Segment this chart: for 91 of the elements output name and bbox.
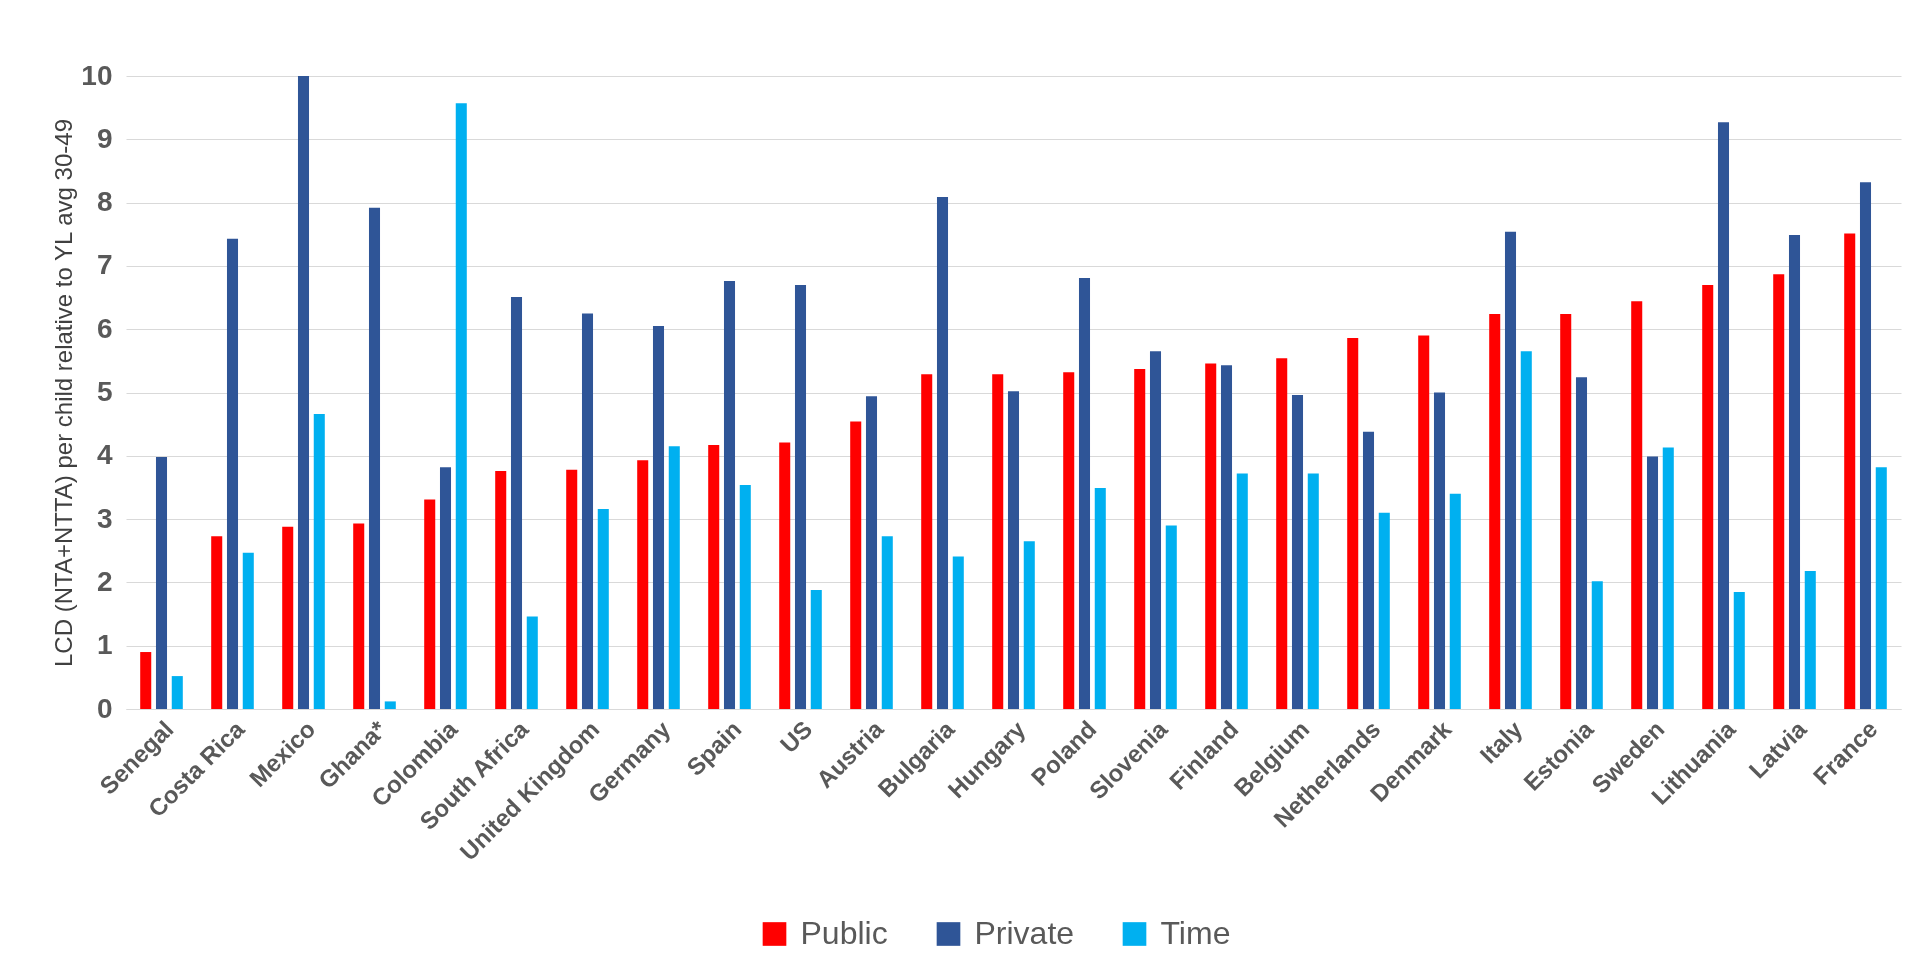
bar bbox=[353, 523, 365, 709]
bar bbox=[424, 499, 436, 709]
bar bbox=[1804, 571, 1816, 709]
bar bbox=[282, 526, 294, 709]
bar bbox=[581, 313, 594, 709]
bar bbox=[723, 281, 736, 709]
y-tick-label: 7 bbox=[96, 249, 113, 281]
bar bbox=[226, 238, 239, 709]
legend-label: Time bbox=[1160, 915, 1231, 951]
y-tick-label: 8 bbox=[96, 186, 113, 218]
bar bbox=[1859, 182, 1872, 709]
bar bbox=[211, 536, 223, 709]
bar bbox=[1733, 591, 1745, 709]
bar bbox=[708, 445, 720, 709]
bar bbox=[1631, 301, 1643, 709]
bar bbox=[1449, 493, 1461, 709]
bar bbox=[779, 442, 791, 709]
bar bbox=[1291, 395, 1304, 709]
bar bbox=[1504, 231, 1517, 709]
bar bbox=[1520, 351, 1532, 709]
bar bbox=[155, 457, 168, 709]
bar bbox=[1023, 541, 1035, 709]
bar bbox=[1418, 335, 1430, 709]
y-tick-label: 4 bbox=[96, 439, 113, 471]
bar bbox=[1662, 447, 1674, 709]
bar bbox=[1165, 525, 1177, 709]
bar bbox=[1702, 284, 1714, 709]
bar bbox=[952, 556, 964, 709]
bar bbox=[439, 467, 452, 709]
bar bbox=[242, 552, 254, 709]
bar bbox=[1646, 456, 1659, 709]
bar bbox=[1362, 431, 1375, 709]
bar bbox=[1489, 314, 1501, 709]
bar bbox=[1575, 377, 1588, 709]
bar bbox=[566, 469, 578, 709]
bar bbox=[1773, 274, 1785, 709]
bar bbox=[140, 652, 152, 709]
bar bbox=[637, 460, 649, 709]
bar bbox=[1007, 391, 1020, 709]
bar bbox=[850, 421, 862, 709]
y-tick-label: 3 bbox=[96, 502, 113, 534]
bar bbox=[526, 616, 538, 709]
y-axis-title: LCD (NTA+NTTA) per child relative to YL avg 30-49 bbox=[50, 119, 78, 667]
bar bbox=[1875, 467, 1887, 709]
x-tick-label: US bbox=[774, 715, 818, 759]
bar bbox=[1236, 473, 1248, 709]
bar bbox=[1149, 351, 1162, 709]
bar bbox=[881, 536, 893, 709]
bar bbox=[668, 446, 680, 709]
bar bbox=[171, 676, 183, 709]
bar bbox=[1717, 122, 1730, 709]
bar bbox=[1378, 512, 1390, 709]
bar bbox=[313, 414, 325, 709]
bar bbox=[652, 326, 665, 709]
bar bbox=[739, 484, 751, 709]
bar bbox=[1134, 369, 1146, 709]
bar bbox=[921, 374, 933, 709]
bar bbox=[1433, 392, 1446, 709]
y-tick-label: 5 bbox=[96, 376, 113, 407]
y-tick-label: 10 bbox=[81, 59, 113, 91]
bar bbox=[1063, 372, 1075, 709]
bar bbox=[865, 396, 878, 709]
bar bbox=[1094, 488, 1106, 709]
y-tick-label: 9 bbox=[96, 122, 113, 154]
bar bbox=[810, 590, 822, 709]
bar bbox=[1347, 338, 1359, 709]
legend-label: Public bbox=[800, 915, 888, 951]
bar bbox=[1788, 234, 1801, 709]
bar bbox=[1078, 277, 1091, 709]
bar bbox=[1844, 233, 1856, 709]
y-tick-label: 1 bbox=[96, 629, 113, 661]
bar bbox=[992, 374, 1004, 709]
bar bbox=[1276, 358, 1288, 709]
bar bbox=[1591, 581, 1603, 709]
bar bbox=[1205, 363, 1217, 709]
bar bbox=[368, 207, 381, 709]
bar bbox=[1560, 314, 1572, 709]
bar bbox=[384, 701, 396, 709]
y-tick-label: 2 bbox=[96, 565, 113, 597]
legend-label: Private bbox=[974, 915, 1075, 951]
bar bbox=[297, 76, 310, 709]
bar bbox=[1307, 473, 1319, 709]
bar bbox=[794, 284, 807, 709]
y-tick-label: 6 bbox=[96, 312, 113, 344]
bar bbox=[936, 196, 949, 709]
bar bbox=[597, 508, 609, 709]
bar bbox=[1220, 365, 1233, 709]
bar bbox=[455, 103, 467, 709]
bar bbox=[510, 296, 523, 709]
y-tick-label: 0 bbox=[96, 692, 113, 724]
bar bbox=[495, 470, 507, 709]
